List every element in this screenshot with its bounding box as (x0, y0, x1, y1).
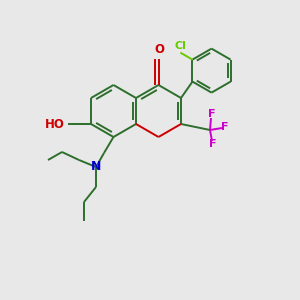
Text: O: O (154, 43, 164, 56)
Text: HO: HO (45, 118, 65, 130)
Text: F: F (209, 139, 217, 149)
Text: F: F (208, 109, 216, 119)
Text: F: F (221, 122, 229, 132)
Text: Cl: Cl (174, 40, 186, 51)
Text: N: N (91, 160, 101, 173)
